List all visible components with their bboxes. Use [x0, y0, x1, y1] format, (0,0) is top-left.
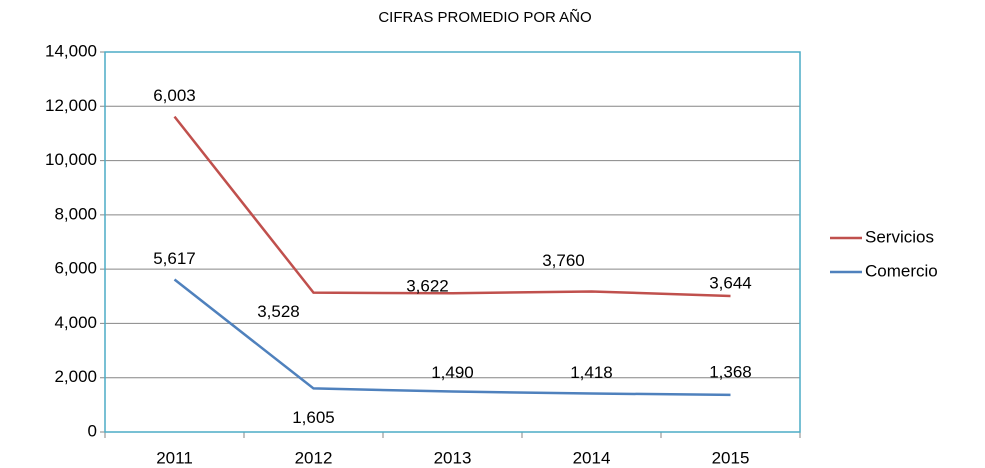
y-tick-label: 12,000: [45, 96, 97, 115]
data-label: 3,528: [257, 302, 300, 321]
y-tick-label: 4,000: [54, 313, 97, 332]
data-label: 3,622: [406, 277, 449, 296]
data-label: 1,368: [709, 362, 752, 381]
x-tick-label: 2015: [712, 448, 750, 467]
y-tick-label: 10,000: [45, 150, 97, 169]
line-series: [173, 278, 731, 397]
legend-label: Servicios: [865, 227, 934, 246]
plot-border: [104, 51, 801, 433]
chart-title: CIFRAS PROMEDIO POR AÑO: [378, 9, 591, 26]
y-tick-label: 14,000: [45, 41, 97, 60]
x-tick-label: 2011: [156, 448, 193, 467]
y-tick-label: 6,000: [54, 259, 97, 278]
data-label: 1,490: [431, 363, 474, 382]
line-series: [173, 115, 731, 298]
y-tick-label: 8,000: [54, 204, 97, 223]
data-label: 1,605: [292, 408, 335, 427]
data-label: 1,418: [570, 363, 613, 382]
data-label: 3,760: [542, 251, 585, 270]
legend-label: Comercio: [865, 261, 938, 280]
x-tick-label: 2013: [434, 448, 472, 467]
data-label: 5,617: [153, 249, 196, 268]
data-label: 3,644: [709, 273, 752, 292]
data-label: 6,003: [153, 86, 196, 105]
y-tick-label: 0: [88, 421, 97, 440]
x-tick-label: 2012: [295, 448, 333, 467]
y-tick-label: 2,000: [54, 367, 97, 386]
x-tick-label: 2014: [573, 448, 611, 467]
